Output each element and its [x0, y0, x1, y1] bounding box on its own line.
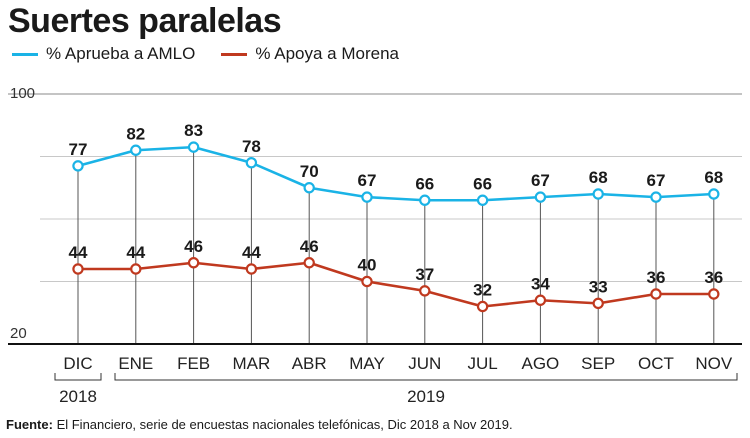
- chart-title: Suertes paralelas: [8, 2, 282, 40]
- year-label-2018: 2018: [59, 387, 97, 406]
- data-label-morena-abr: 46: [300, 237, 319, 256]
- data-point-morena-ene: [130, 263, 142, 275]
- data-point-morena-nov: [708, 288, 720, 300]
- data-point-amlo-dic: [72, 160, 84, 172]
- data-label-amlo-jul: 66: [473, 174, 492, 193]
- ytick-label-100: 100: [10, 85, 35, 102]
- data-label-amlo-sep: 68: [589, 168, 608, 187]
- xtick-label-oct: OCT: [638, 354, 674, 373]
- data-point-morena-oct: [650, 288, 662, 300]
- data-label-morena-ene: 44: [126, 243, 145, 262]
- year-label-2019: 2019: [407, 387, 445, 406]
- legend-swatch-morena: [221, 52, 248, 56]
- source-text: El Financiero, serie de encuestas nacion…: [52, 417, 513, 432]
- data-point-morena-abr: [303, 257, 315, 269]
- legend-label-amlo: % Aprueba a AMLO: [46, 44, 196, 63]
- data-point-amlo-nov: [708, 188, 720, 200]
- legend-label-morena: % Apoya a Morena: [255, 44, 399, 63]
- xtick-label-mar: MAR: [233, 354, 271, 373]
- data-point-amlo-abr: [303, 182, 315, 194]
- xtick-label-ene: ENE: [118, 354, 153, 373]
- legend-item-amlo: % Aprueba a AMLO: [12, 44, 195, 64]
- series-line-amlo: [77, 145, 714, 202]
- xtick-label-feb: FEB: [177, 354, 210, 373]
- xtick-label-jul: JUL: [467, 354, 497, 373]
- data-point-amlo-jun: [419, 194, 431, 206]
- year-bracket-2019: [114, 373, 738, 381]
- data-label-morena-mar: 44: [242, 243, 261, 262]
- data-point-morena-ago: [534, 294, 547, 306]
- data-point-morena-dic: [72, 263, 84, 275]
- data-label-morena-sep: 33: [589, 277, 608, 296]
- data-point-morena-sep: [592, 297, 604, 310]
- legend-item-morena: % Apoya a Morena: [221, 44, 399, 64]
- data-point-morena-jul: [476, 300, 489, 313]
- xtick-label-nov: NOV: [695, 354, 733, 373]
- data-label-amlo-ago: 67: [531, 171, 550, 190]
- ytick-label-20: 20: [10, 325, 27, 342]
- data-label-amlo-ene: 82: [126, 124, 145, 143]
- data-point-amlo-jul: [476, 194, 489, 206]
- xtick-label-jun: JUN: [408, 354, 441, 373]
- year-bracket-2018: [54, 373, 102, 381]
- data-label-amlo-feb: 83: [184, 121, 203, 140]
- data-label-morena-feb: 46: [184, 237, 203, 256]
- data-point-morena-feb: [187, 257, 200, 269]
- xtick-label-sep: SEP: [581, 354, 615, 373]
- data-label-morena-oct: 36: [647, 268, 666, 287]
- data-point-amlo-mar: [245, 157, 258, 169]
- legend: % Aprueba a AMLO % Apoya a Morena: [12, 44, 399, 64]
- data-label-amlo-dic: 77: [69, 140, 88, 159]
- data-label-amlo-may: 67: [358, 171, 377, 190]
- data-label-morena-jun: 37: [415, 265, 434, 284]
- xtick-label-dic: DIC: [63, 354, 92, 373]
- data-point-morena-mar: [245, 263, 258, 275]
- data-label-amlo-nov: 68: [704, 168, 723, 187]
- legend-swatch-amlo: [12, 52, 38, 56]
- xtick-label-may: MAY: [349, 354, 385, 373]
- data-point-amlo-may: [361, 191, 373, 203]
- xtick-label-abr: ABR: [292, 354, 327, 373]
- data-point-morena-jun: [419, 285, 431, 297]
- data-label-morena-may: 40: [358, 256, 377, 275]
- data-label-morena-dic: 44: [69, 243, 88, 262]
- data-label-amlo-jun: 66: [415, 174, 434, 193]
- data-label-amlo-oct: 67: [647, 171, 666, 190]
- data-label-amlo-abr: 70: [300, 162, 319, 181]
- data-label-morena-nov: 36: [704, 268, 723, 287]
- data-point-morena-may: [361, 275, 373, 288]
- source-label: Fuente:: [6, 417, 53, 432]
- series-line-morena: [78, 261, 714, 308]
- data-point-amlo-sep: [592, 188, 604, 200]
- data-point-amlo-oct: [650, 191, 662, 203]
- data-point-amlo-ago: [534, 191, 547, 203]
- data-point-amlo-ene: [130, 144, 142, 156]
- data-point-amlo-feb: [187, 141, 200, 153]
- data-label-morena-ago: 34: [531, 274, 550, 293]
- source-note: Fuente: El Financiero, serie de encuesta…: [6, 417, 513, 432]
- data-label-morena-jul: 32: [473, 281, 492, 300]
- data-label-amlo-mar: 78: [242, 137, 261, 156]
- xtick-label-ago: AGO: [522, 354, 560, 373]
